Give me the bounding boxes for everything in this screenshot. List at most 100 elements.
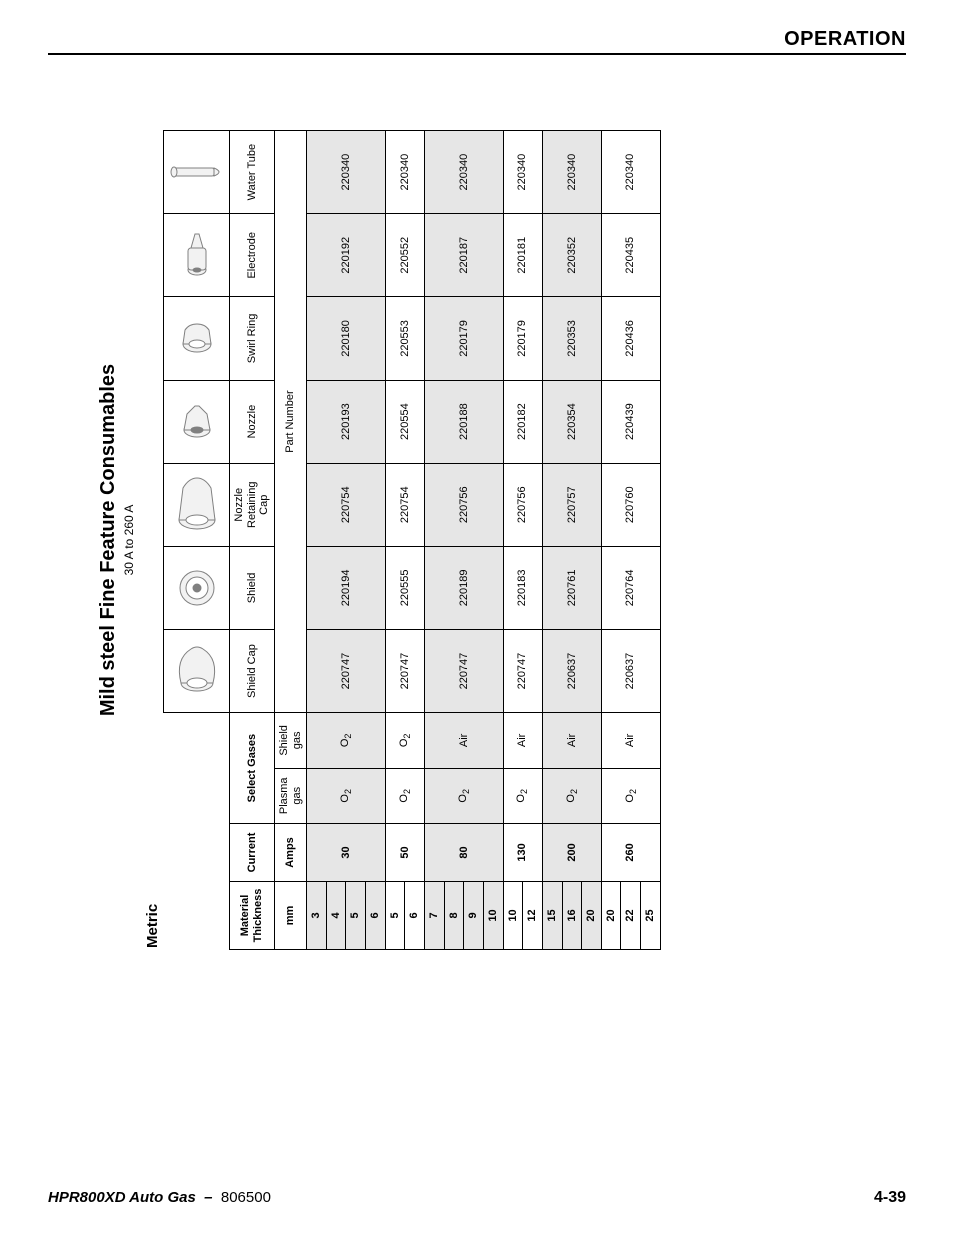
plasma-gas-cell: O2 xyxy=(503,768,542,823)
nozzle-ret-cell: 220754 xyxy=(307,463,386,546)
shield-icon xyxy=(164,546,230,629)
subheader-row: mm Amps Plasmagas Shieldgas Part Number xyxy=(274,131,306,950)
shield-gas-cell: Air xyxy=(425,713,504,768)
plasma-gas-cell: O2 xyxy=(385,768,424,823)
shield-gas-cell: Air xyxy=(601,713,660,768)
hdr-plasma-gas: Plasmagas xyxy=(274,768,306,823)
nozzle-cell: 220188 xyxy=(425,380,504,463)
metric-label: Metric xyxy=(144,130,161,948)
shield-cap-cell: 220747 xyxy=(425,629,504,712)
nozzle-icon xyxy=(164,380,230,463)
mm-cell: 8 xyxy=(444,881,464,949)
plasma-gas-cell: O2 xyxy=(542,768,601,823)
hdr-swirl-ring: Swirl Ring xyxy=(230,297,275,380)
shield-gas-cell: Air xyxy=(542,713,601,768)
hdr-nozzle-ret-cap: NozzleRetainingCap xyxy=(230,463,275,546)
shield-cell: 220189 xyxy=(425,546,504,629)
nozzle-cell: 220354 xyxy=(542,380,601,463)
plasma-gas-cell: O2 xyxy=(425,768,504,823)
electrode-cell: 220187 xyxy=(425,214,504,297)
electrode-cell: 220552 xyxy=(385,214,424,297)
footer-docnum: 806500 xyxy=(221,1189,271,1206)
electrode-cell: 220352 xyxy=(542,214,601,297)
hdr-nozzle: Nozzle xyxy=(230,380,275,463)
water-tube-icon xyxy=(164,131,230,214)
hdr-shield-cap: Shield Cap xyxy=(230,629,275,712)
mm-cell: 6 xyxy=(405,881,425,949)
shield-cap-icon xyxy=(164,629,230,712)
footer-page: 4-39 xyxy=(874,1189,906,1207)
water-tube-cell: 220340 xyxy=(503,131,542,214)
hdr-water-tube: Water Tube xyxy=(230,131,275,214)
mm-cell: 12 xyxy=(523,881,543,949)
water-tube-cell: 220340 xyxy=(542,131,601,214)
mm-cell: 10 xyxy=(503,881,523,949)
icon-row xyxy=(164,131,230,950)
swirl-ring-cell: 220436 xyxy=(601,297,660,380)
amps-cell: 30 xyxy=(307,824,386,882)
table-row: 20260O2Air220637220764220760220439220436… xyxy=(601,131,621,950)
electrode-cell: 220435 xyxy=(601,214,660,297)
mm-cell: 6 xyxy=(366,881,386,949)
swirl-ring-cell: 220553 xyxy=(385,297,424,380)
water-tube-cell: 220340 xyxy=(425,131,504,214)
table-row: 330O2O2220747220194220754220193220180220… xyxy=(307,131,327,950)
shield-cell: 220555 xyxy=(385,546,424,629)
rotated-content: Mild steel Fine Feature Consumables 30 A… xyxy=(95,130,855,950)
nozzle-ret-cell: 220756 xyxy=(425,463,504,546)
plasma-gas-cell: O2 xyxy=(307,768,386,823)
header-row: MaterialThickness Current Select Gases S… xyxy=(230,131,275,950)
section-title: OPERATION xyxy=(784,28,906,50)
hdr-shield-gas: Shieldgas xyxy=(274,713,306,768)
shield-cap-cell: 220747 xyxy=(385,629,424,712)
mm-cell: 25 xyxy=(641,881,661,949)
nozzle-cell: 220554 xyxy=(385,380,424,463)
water-tube-cell: 220340 xyxy=(385,131,424,214)
nozzle-ret-cell: 220756 xyxy=(503,463,542,546)
amps-cell: 50 xyxy=(385,824,424,882)
shield-cell: 220761 xyxy=(542,546,601,629)
table-row: 10130O2Air220747220183220756220182220179… xyxy=(503,131,523,950)
shield-gas-cell: O2 xyxy=(307,713,386,768)
amps-cell: 130 xyxy=(503,824,542,882)
page-header: OPERATION xyxy=(48,28,906,55)
footer-product: HPR800XD Auto Gas xyxy=(48,1189,196,1206)
table-title: Mild steel Fine Feature Consumables xyxy=(97,130,120,950)
hdr-shield: Shield xyxy=(230,546,275,629)
mm-cell: 20 xyxy=(582,881,602,949)
mm-cell: 7 xyxy=(425,881,445,949)
mm-cell: 5 xyxy=(385,881,405,949)
electrode-cell: 220192 xyxy=(307,214,386,297)
mm-cell: 16 xyxy=(562,881,582,949)
hdr-material-thickness: MaterialThickness xyxy=(230,881,275,949)
shield-cap-cell: 220747 xyxy=(307,629,386,712)
mm-cell: 4 xyxy=(326,881,346,949)
hdr-amps: Amps xyxy=(274,824,306,882)
water-tube-cell: 220340 xyxy=(601,131,660,214)
mm-cell: 5 xyxy=(346,881,366,949)
nozzle-ret-cell: 220757 xyxy=(542,463,601,546)
nozzle-retaining-cap-icon xyxy=(164,463,230,546)
swirl-ring-icon xyxy=(164,297,230,380)
table-subtitle: 30 A to 260 A xyxy=(122,130,136,950)
electrode-icon xyxy=(164,214,230,297)
table-row: 15200O2Air220637220761220757220354220353… xyxy=(542,131,562,950)
shield-cell: 220194 xyxy=(307,546,386,629)
amps-cell: 80 xyxy=(425,824,504,882)
swirl-ring-cell: 220180 xyxy=(307,297,386,380)
hdr-current: Current xyxy=(230,824,275,882)
swirl-ring-cell: 220179 xyxy=(503,297,542,380)
amps-cell: 260 xyxy=(601,824,660,882)
mm-cell: 22 xyxy=(621,881,641,949)
amps-cell: 200 xyxy=(542,824,601,882)
water-tube-cell: 220340 xyxy=(307,131,386,214)
shield-gas-cell: O2 xyxy=(385,713,424,768)
hdr-select-gases: Select Gases xyxy=(230,713,275,824)
hdr-part-number: Part Number xyxy=(274,131,306,713)
swirl-ring-cell: 220353 xyxy=(542,297,601,380)
nozzle-cell: 220193 xyxy=(307,380,386,463)
hdr-electrode: Electrode xyxy=(230,214,275,297)
electrode-cell: 220181 xyxy=(503,214,542,297)
footer-sep: – xyxy=(204,1189,212,1206)
table-row: 550O2O2220747220555220754220554220553220… xyxy=(385,131,405,950)
